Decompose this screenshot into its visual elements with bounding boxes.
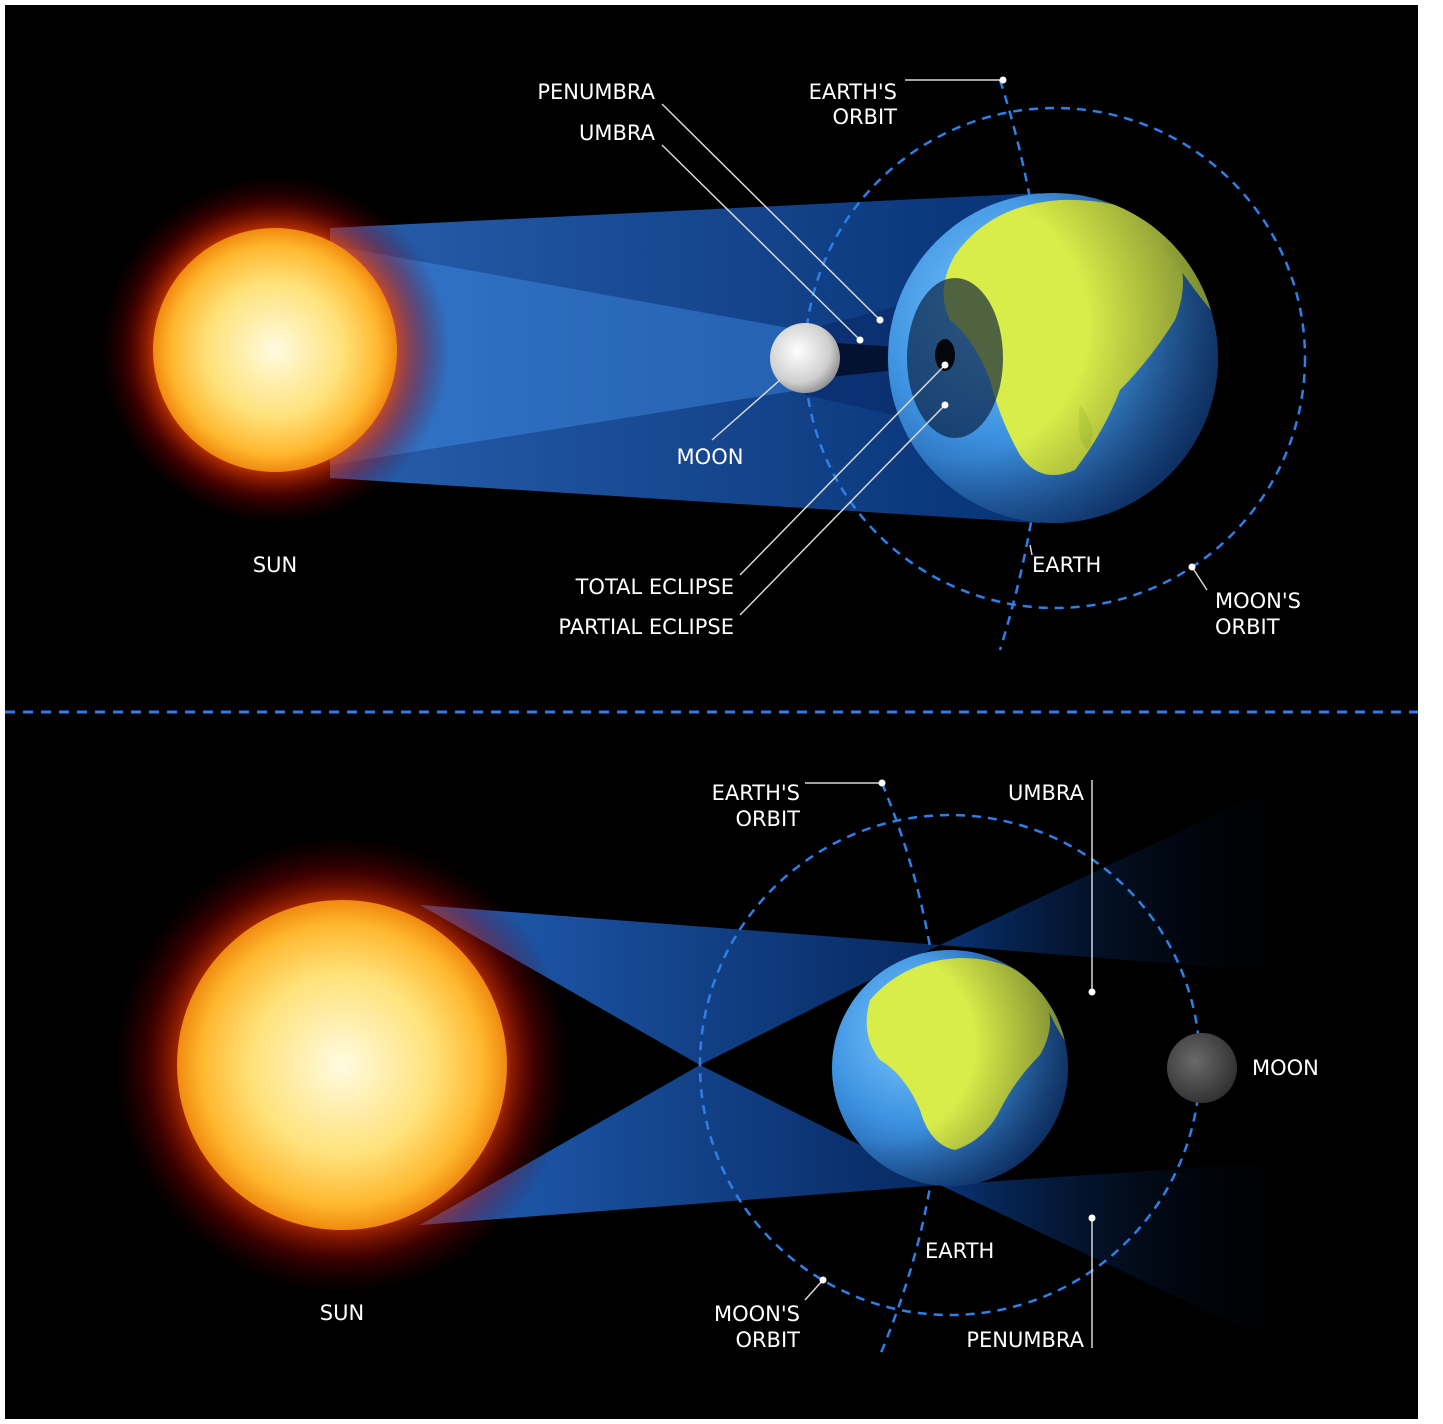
- sun-icon-lunar: [112, 835, 572, 1295]
- label-moons-orbit-line1: MOON'S: [1215, 589, 1301, 613]
- label-sun-lunar: SUN: [320, 1301, 364, 1325]
- label-penumbra-lunar: PENUMBRA: [966, 1328, 1084, 1352]
- earth-globe-icon-lunar: [832, 950, 1068, 1186]
- label-sun: SUN: [253, 553, 297, 577]
- label-moon-lunar: MOON: [1252, 1056, 1319, 1080]
- label-penumbra: PENUMBRA: [537, 80, 655, 104]
- moon-icon-lunar: [1167, 1033, 1237, 1103]
- label-moons-orbit-line2-lunar: ORBIT: [735, 1328, 800, 1352]
- lunar-leader-lines: [804, 780, 1093, 1348]
- label-umbra-lunar: UMBRA: [1008, 781, 1085, 805]
- sun-icon: [100, 175, 450, 525]
- lunar-eclipse-panel: EARTH'S ORBIT UMBRA MOON SUN EARTH MOON'…: [112, 770, 1319, 1360]
- label-total-eclipse: TOTAL ECLIPSE: [575, 575, 734, 599]
- penumbra-cone-light: [330, 245, 800, 465]
- lunar-leader-dots: [819, 779, 1096, 1284]
- label-earths-orbit-line1: EARTH'S: [809, 80, 897, 104]
- earth-globe-icon: [888, 193, 1218, 523]
- solar-leader-dots: [856, 76, 1196, 571]
- partial-eclipse-region: [907, 278, 1003, 438]
- label-earth: EARTH: [1032, 553, 1101, 577]
- label-earths-orbit-line1-lunar: EARTH'S: [712, 781, 800, 805]
- moon-icon: [770, 323, 840, 393]
- label-umbra: UMBRA: [579, 121, 656, 145]
- label-partial-eclipse: PARTIAL ECLIPSE: [558, 615, 734, 639]
- penumbra-upper-wedge: [940, 770, 1310, 975]
- label-moons-orbit-line2: ORBIT: [1215, 615, 1280, 639]
- solar-eclipse-panel: PENUMBRA UMBRA EARTH'S ORBIT MOON SUN EA…: [100, 76, 1307, 651]
- penumbra-lower-wedge: [940, 1160, 1310, 1360]
- sunlight-beam-upper: [420, 905, 940, 1065]
- total-eclipse-region: [935, 339, 955, 371]
- label-earths-orbit-line2-lunar: ORBIT: [735, 807, 800, 831]
- label-earth-lunar: EARTH: [925, 1239, 994, 1263]
- label-earths-orbit-line2: ORBIT: [832, 105, 897, 129]
- solar-leader-lines: [661, 79, 1208, 616]
- sunlight-beam: [330, 193, 1040, 523]
- label-moon: MOON: [677, 445, 744, 469]
- sunlight-beam-lower: [420, 1065, 940, 1225]
- label-moons-orbit-line1-lunar: MOON'S: [714, 1302, 800, 1326]
- earths-orbit-path: [998, 79, 1047, 651]
